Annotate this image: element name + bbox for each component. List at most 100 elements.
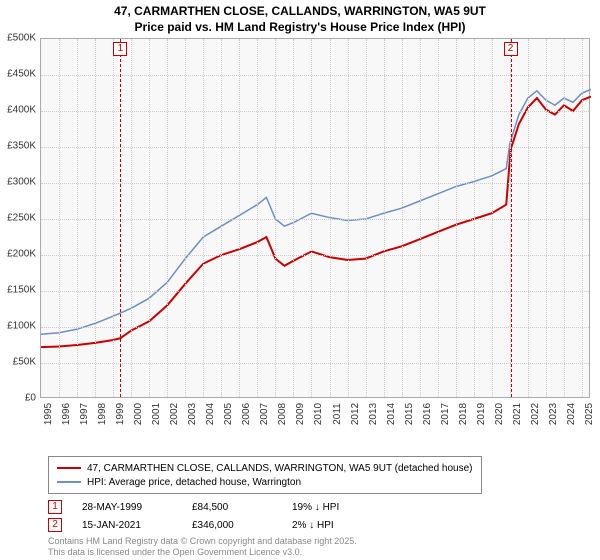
gridline-v	[95, 39, 96, 397]
sale-marker-box: 2	[48, 518, 62, 532]
x-tick-label: 2003	[187, 403, 198, 425]
chart-area: £0£50K£100K£150K£200K£250K£300K£350K£400…	[40, 38, 590, 418]
chart-container: 47, CARMARTHEN CLOSE, CALLANDS, WARRINGT…	[0, 0, 600, 560]
x-tick-label: 2021	[512, 403, 523, 425]
x-tick-label: 2002	[169, 403, 180, 425]
chart-title: 47, CARMARTHEN CLOSE, CALLANDS, WARRINGT…	[0, 0, 600, 35]
plot-area: 12	[40, 38, 590, 398]
sale-date: 15-JAN-2021	[82, 520, 172, 531]
gridline-v	[384, 39, 385, 397]
gridline-h	[41, 147, 589, 148]
x-tick-label: 2006	[241, 403, 252, 425]
gridline-v	[239, 39, 240, 397]
sale-price: £84,500	[192, 502, 272, 513]
gridline-h	[41, 219, 589, 220]
y-tick-label: £0	[25, 393, 36, 404]
y-tick-label: £200K	[7, 249, 36, 260]
x-tick-label: 2022	[530, 403, 541, 425]
gridline-v	[293, 39, 294, 397]
footer: Contains HM Land Registry data © Crown c…	[48, 536, 357, 558]
legend: 47, CARMARTHEN CLOSE, CALLANDS, WARRINGT…	[48, 456, 482, 494]
gridline-v	[582, 39, 583, 397]
x-tick-label: 2012	[350, 403, 361, 425]
gridline-v	[257, 39, 258, 397]
gridline-h	[41, 327, 589, 328]
sale-diff: 2% ↓ HPI	[292, 520, 382, 531]
gridline-v	[311, 39, 312, 397]
y-tick-label: £250K	[7, 213, 36, 224]
gridline-v	[203, 39, 204, 397]
gridline-h	[41, 363, 589, 364]
x-tick-label: 2005	[223, 403, 234, 425]
sale-price: £346,000	[192, 520, 272, 531]
sale-date: 28-MAY-1999	[82, 502, 172, 513]
gridline-v	[149, 39, 150, 397]
y-tick-label: £500K	[7, 33, 36, 44]
gridline-h	[41, 75, 589, 76]
y-tick-label: £400K	[7, 105, 36, 116]
gridline-h	[41, 111, 589, 112]
sale-row: 1 28-MAY-1999 £84,500 19% ↓ HPI	[48, 498, 382, 516]
sale-row: 2 15-JAN-2021 £346,000 2% ↓ HPI	[48, 516, 382, 534]
x-tick-label: 2018	[458, 403, 469, 425]
title-line1: 47, CARMARTHEN CLOSE, CALLANDS, WARRINGT…	[0, 4, 600, 20]
gridline-v	[474, 39, 475, 397]
y-tick-label: £350K	[7, 141, 36, 152]
x-tick-label: 2008	[277, 403, 288, 425]
gridline-v	[420, 39, 421, 397]
gridline-v	[366, 39, 367, 397]
series-price_paid	[41, 97, 591, 348]
x-tick-label: 1995	[43, 403, 54, 425]
x-tick-label: 2020	[494, 403, 505, 425]
gridline-v	[564, 39, 565, 397]
footer-line2: This data is licensed under the Open Gov…	[48, 547, 357, 558]
gridline-v	[185, 39, 186, 397]
gridline-v	[438, 39, 439, 397]
legend-swatch	[57, 481, 81, 483]
x-tick-label: 2000	[133, 403, 144, 425]
legend-swatch	[57, 467, 81, 469]
x-tick-label: 2004	[205, 403, 216, 425]
legend-label: HPI: Average price, detached house, Warr…	[87, 477, 301, 488]
x-tick-label: 2007	[259, 403, 270, 425]
marker-box: 2	[504, 42, 518, 56]
legend-label: 47, CARMARTHEN CLOSE, CALLANDS, WARRINGT…	[87, 463, 473, 474]
x-tick-label: 2016	[422, 403, 433, 425]
gridline-v	[59, 39, 60, 397]
sale-marker-box: 1	[48, 500, 62, 514]
gridline-v	[348, 39, 349, 397]
marker-line	[511, 39, 512, 397]
gridline-h	[41, 255, 589, 256]
gridline-v	[330, 39, 331, 397]
gridline-h	[41, 183, 589, 184]
x-tick-label: 2013	[368, 403, 379, 425]
y-tick-label: £100K	[7, 321, 36, 332]
x-tick-label: 2001	[151, 403, 162, 425]
gridline-v	[167, 39, 168, 397]
legend-item: HPI: Average price, detached house, Warr…	[57, 475, 473, 489]
y-tick-label: £50K	[13, 357, 36, 368]
x-tick-label: 2011	[332, 403, 343, 425]
x-tick-label: 2019	[476, 403, 487, 425]
x-tick-label: 1998	[97, 403, 108, 425]
x-tick-label: 2010	[313, 403, 324, 425]
sale-diff: 19% ↓ HPI	[292, 502, 382, 513]
gridline-v	[546, 39, 547, 397]
series-hpi	[41, 89, 591, 334]
gridline-v	[528, 39, 529, 397]
x-tick-label: 1997	[79, 403, 90, 425]
x-tick-label: 2017	[440, 403, 451, 425]
gridline-v	[221, 39, 222, 397]
marker-line	[120, 39, 121, 397]
gridline-v	[77, 39, 78, 397]
gridline-v	[131, 39, 132, 397]
gridline-h	[41, 291, 589, 292]
y-axis: £0£50K£100K£150K£200K£250K£300K£350K£400…	[0, 38, 38, 398]
x-tick-label: 2009	[295, 403, 306, 425]
gridline-v	[275, 39, 276, 397]
footer-line1: Contains HM Land Registry data © Crown c…	[48, 536, 357, 547]
gridline-v	[492, 39, 493, 397]
x-tick-label: 2025	[584, 403, 595, 425]
x-axis: 1995199619971998199920002001200220032004…	[40, 400, 590, 450]
y-tick-label: £300K	[7, 177, 36, 188]
